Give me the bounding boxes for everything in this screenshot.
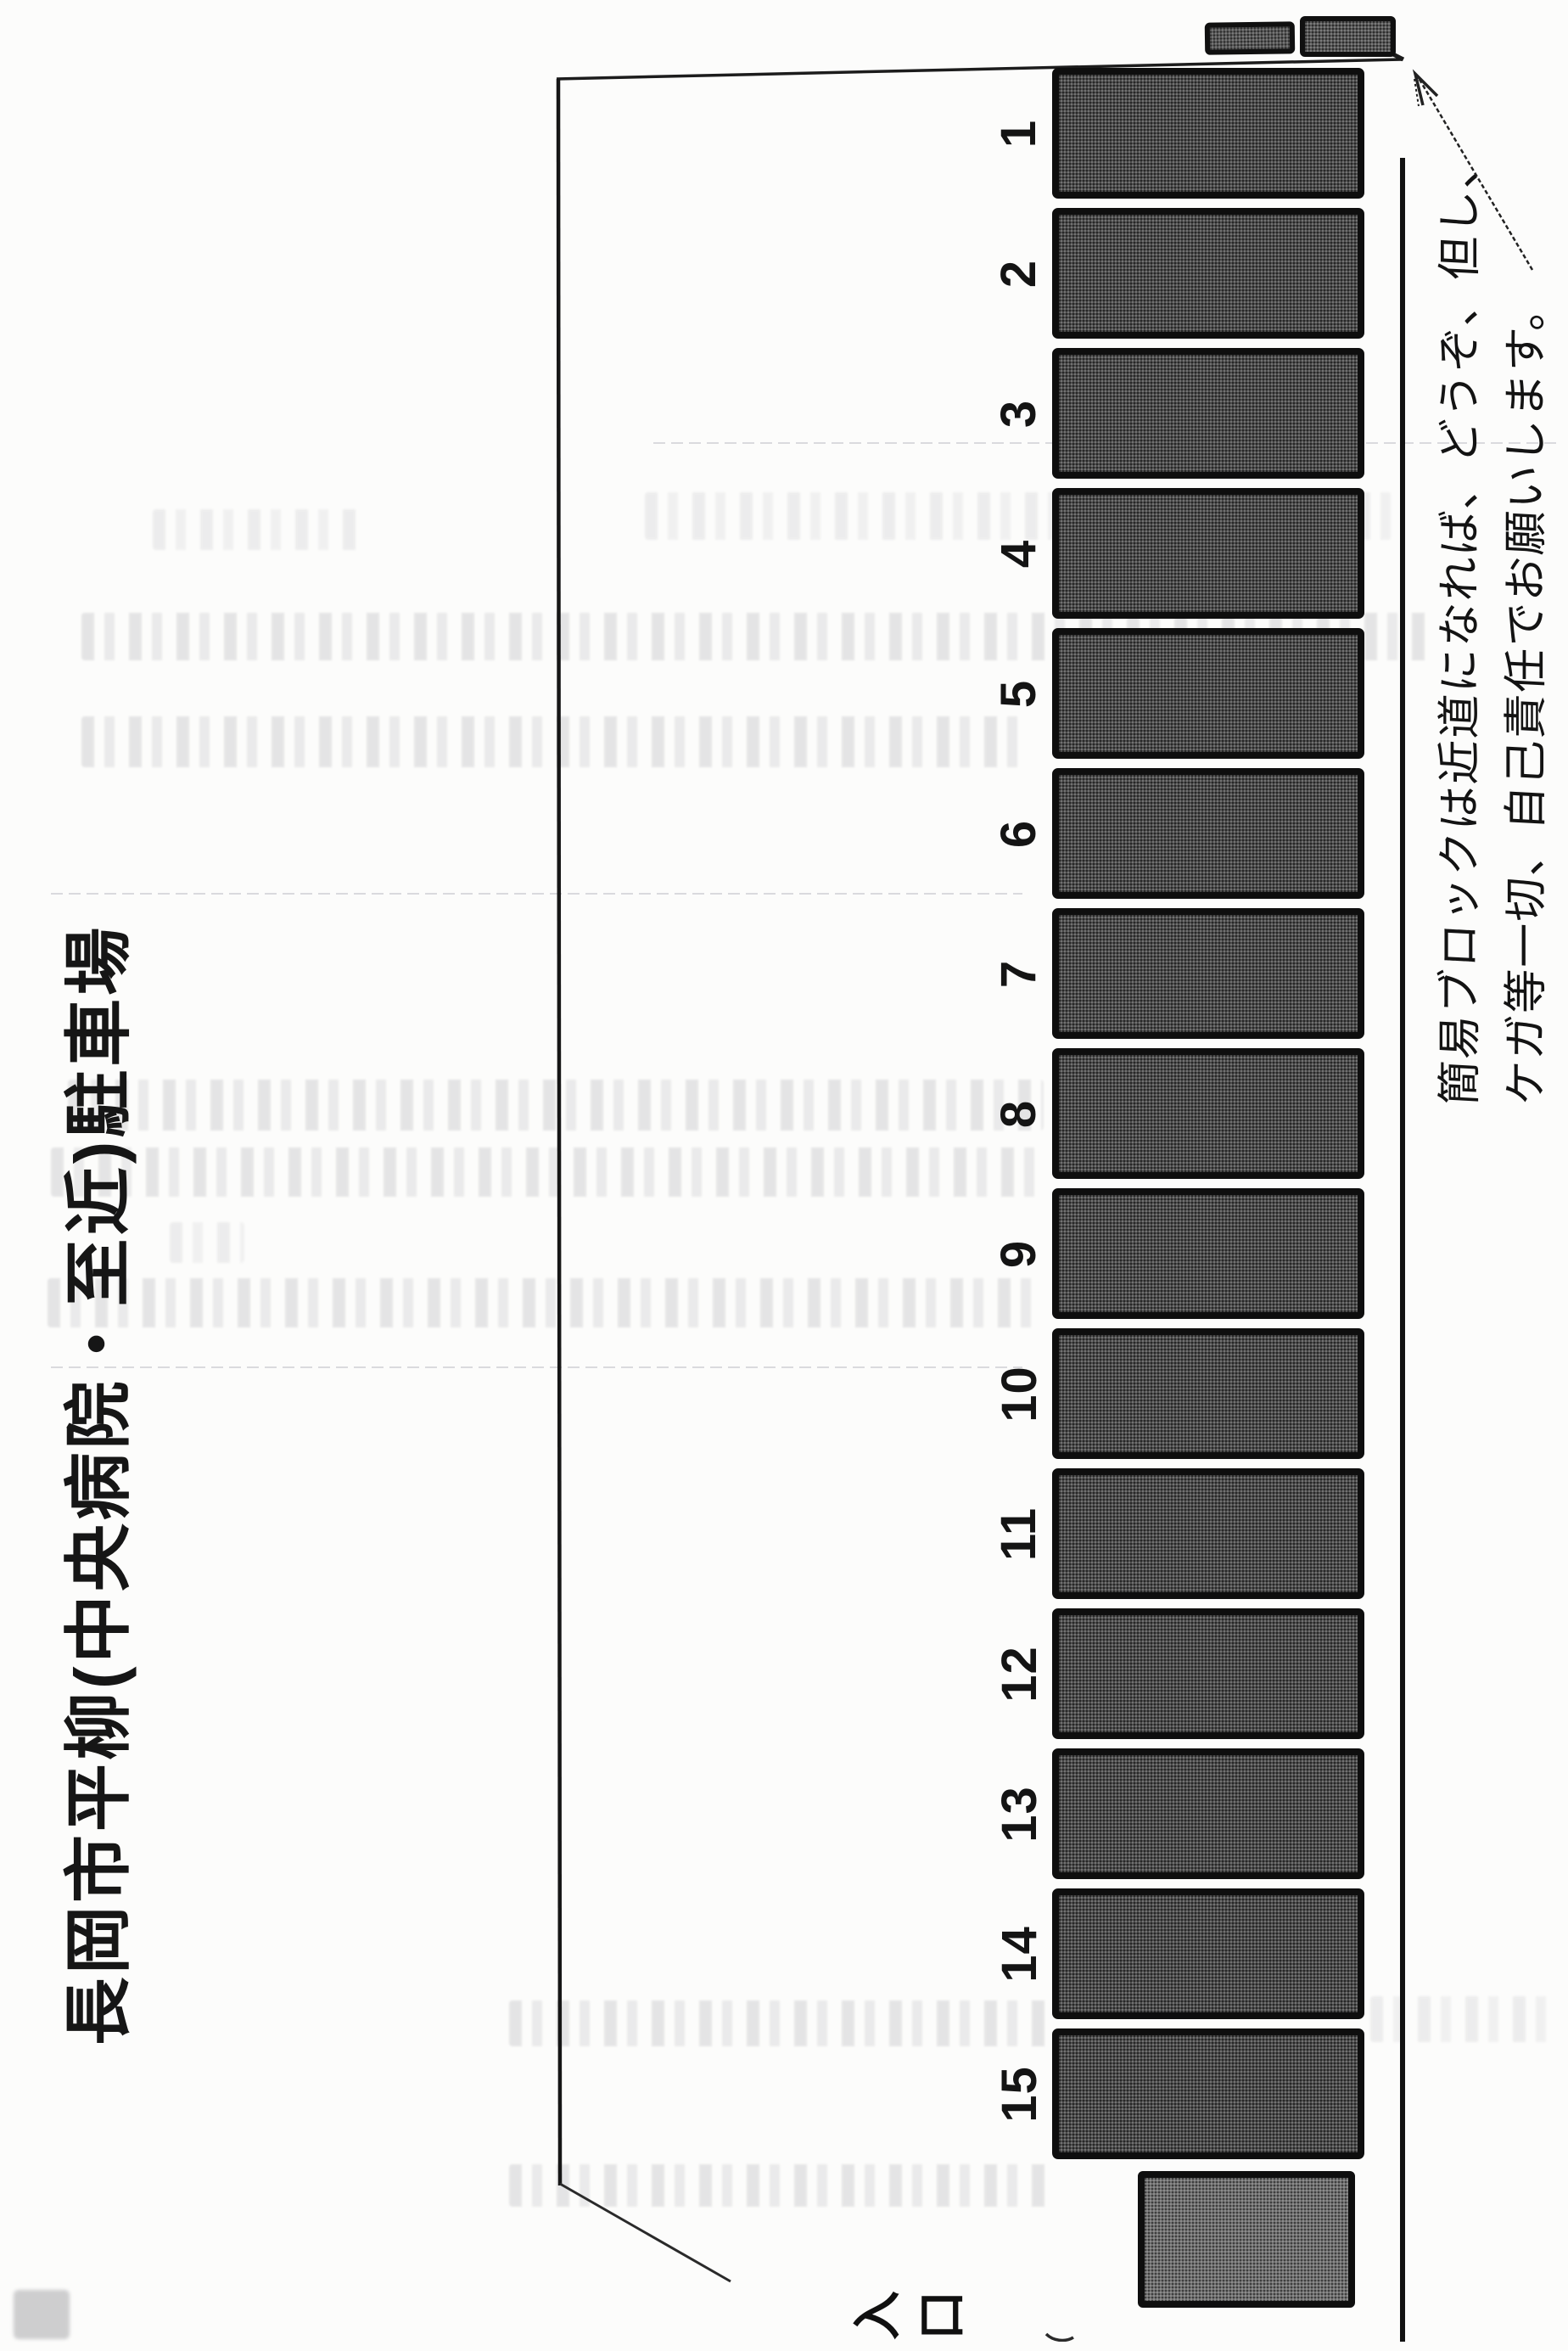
- parking-stall-box: [1052, 1608, 1364, 1739]
- stall-number: 4: [991, 488, 1047, 620]
- stall-number-text: 12: [991, 1646, 1047, 1703]
- parking-stall-row: 9: [0, 1188, 1568, 1320]
- parking-stall-row: 13: [0, 1748, 1568, 1880]
- bleedthrough-smudge: [81, 716, 1027, 767]
- parking-stall-box: [1052, 1188, 1364, 1319]
- parking-stall-row: 15: [0, 2028, 1568, 2160]
- parking-stall-box: [1052, 1048, 1364, 1179]
- stall-number-text: 15: [991, 2066, 1047, 2123]
- simple-block-2: [1300, 16, 1396, 57]
- stall-number: 3: [991, 348, 1047, 480]
- handwritten-note: 簡易ブロックは近道になれば、どうぞ、但し、 ケガ等一切、自己責任でお願いします。: [1427, 104, 1560, 1107]
- bleedthrough-smudge: [68, 1080, 1044, 1131]
- parking-stall-box: [1052, 68, 1364, 199]
- stall-number: 13: [991, 1748, 1047, 1880]
- stall-number: 8: [991, 1048, 1047, 1180]
- parking-stall-box: [1052, 1748, 1364, 1879]
- parking-stall-box: [1052, 488, 1364, 619]
- note-line-1: 簡易ブロックは近道になれば、どうぞ、但し、: [1436, 141, 1485, 1107]
- parking-stall-row: 11: [0, 1468, 1568, 1600]
- stall-number-text: 6: [991, 819, 1047, 849]
- stall-number-text: 1: [991, 119, 1047, 149]
- parking-stall-row: 4: [0, 488, 1568, 620]
- parking-stall-row: 3: [0, 348, 1568, 480]
- parking-stall-box: [1052, 348, 1364, 479]
- parking-stall-box: [1052, 628, 1364, 759]
- stall-number: 10: [991, 1328, 1047, 1460]
- bleedthrough-rule: [51, 1366, 1022, 1368]
- stall-number-text: 10: [991, 1366, 1047, 1422]
- parking-stall-row: 8: [0, 1048, 1568, 1180]
- stall-number-text: 7: [991, 959, 1047, 989]
- bleedthrough-smudge: [509, 2000, 1048, 2046]
- bleedthrough-smudge: [170, 1222, 244, 1263]
- parking-stall-row: 10: [0, 1328, 1568, 1460]
- stall-number: 6: [991, 768, 1047, 900]
- stall-number: 2: [991, 208, 1047, 339]
- bleedthrough-rule: [51, 893, 1022, 895]
- stall-number: 1: [991, 68, 1047, 199]
- parking-stall-box: [1052, 768, 1364, 899]
- bleedthrough-smudge: [51, 1147, 1044, 1197]
- stall-number-text: 2: [991, 259, 1047, 289]
- parking-stall-box: [1052, 1888, 1364, 2019]
- parking-stall-box: [1052, 1328, 1364, 1459]
- stall-number-text: 11: [991, 1507, 1047, 1562]
- top-boundary-line: [556, 58, 1403, 81]
- stall-number: 15: [991, 2028, 1047, 2160]
- bleedthrough-smudge: [14, 2290, 70, 2339]
- stall-number-text: 8: [991, 1099, 1047, 1129]
- parking-stall-row: 12: [0, 1608, 1568, 1740]
- stall-number-text: 5: [991, 679, 1047, 709]
- entrance-char-2: 口: [915, 2290, 971, 2341]
- stall-number: 14: [991, 1888, 1047, 2020]
- stall-number: 5: [991, 628, 1047, 760]
- note-arrow-icon: [1412, 69, 1534, 271]
- entrance-char-1: 入: [850, 2290, 906, 2341]
- stall-number-text: 4: [991, 539, 1047, 569]
- note-line-2: ケガ等一切、自己責任でお願いします。: [1502, 283, 1551, 1107]
- stall-number-text: 3: [991, 399, 1047, 429]
- parking-stall-box: [1052, 1468, 1364, 1599]
- entrance-label: 入 口: [848, 2280, 970, 2351]
- exit-diagonal-line: [559, 2182, 731, 2283]
- parking-stall-box: [1052, 2028, 1364, 2159]
- parking-stall-box: [1052, 208, 1364, 339]
- stall-number-text: 13: [991, 1786, 1047, 1843]
- parking-stall-row: 2: [0, 208, 1568, 339]
- parking-stall-row: 1: [0, 68, 1568, 199]
- left-boundary-line: [556, 78, 563, 2186]
- bottom-edge-tick: [1044, 2332, 1074, 2342]
- stall-number: 11: [991, 1468, 1047, 1600]
- stall-number: 12: [991, 1608, 1047, 1740]
- parking-stall-row: 5: [0, 628, 1568, 760]
- simple-block-1: [1204, 21, 1296, 55]
- parking-stall-row: 7: [0, 908, 1568, 1040]
- parking-stall-row: 14: [0, 1888, 1568, 2020]
- bleedthrough-smudge: [509, 2164, 1048, 2207]
- stall-number: 7: [991, 908, 1047, 1040]
- stall-number-text: 9: [991, 1239, 1047, 1269]
- stall-number: 9: [991, 1188, 1047, 1320]
- parking-stall-box: [1052, 908, 1364, 1039]
- stall-number-text: 14: [991, 1926, 1047, 1983]
- parking-stall-row: 6: [0, 768, 1568, 900]
- bleedthrough-smudge: [153, 509, 365, 550]
- bleedthrough-smudge: [48, 1278, 1044, 1327]
- entrance-stall-box: [1138, 2171, 1355, 2308]
